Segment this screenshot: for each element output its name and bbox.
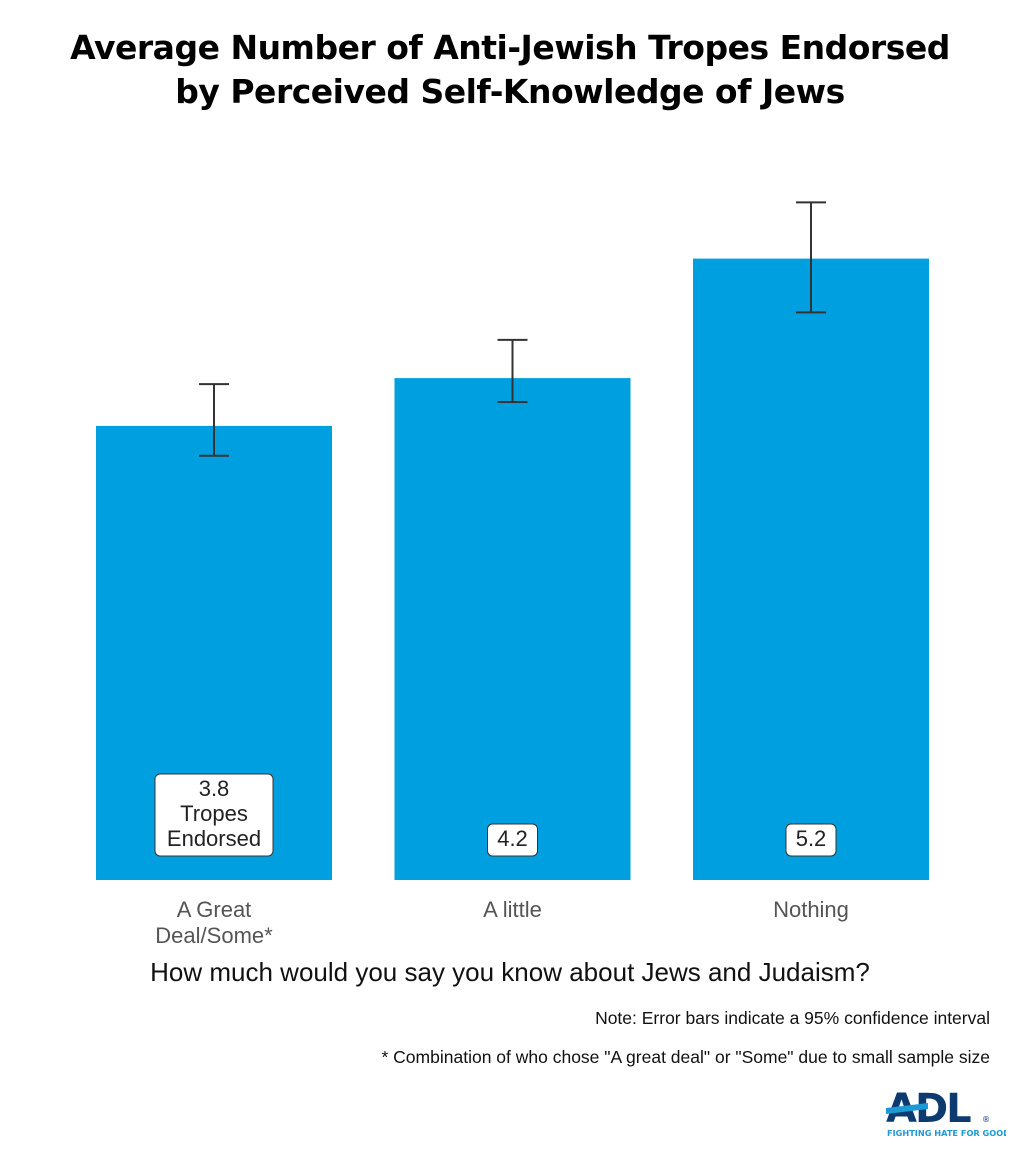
error-bar-note: Note: Error bars indicate a 95% confiden…	[595, 1008, 990, 1028]
data-label-0: Tropes	[180, 801, 248, 826]
chart-title: Average Number of Anti-Jewish Tropes End…	[0, 26, 1020, 114]
data-label-0: Endorsed	[167, 826, 261, 851]
category-label-0: Deal/Some*	[155, 923, 273, 948]
data-label-box-0	[154, 773, 274, 857]
data-label-box-1	[487, 823, 538, 857]
svg-text:FIGHTING HATE FOR GOOD: FIGHTING HATE FOR GOOD	[887, 1128, 1006, 1138]
svg-text:®: ®	[982, 1115, 990, 1124]
data-label-1: 4.2	[497, 826, 528, 851]
adl-logo: ADL ® FIGHTING HATE FOR GOOD	[886, 1086, 1006, 1138]
title-line-1: Average Number of Anti-Jewish Tropes End…	[70, 28, 950, 67]
sample-size-note: * Combination of who chose "A great deal…	[381, 1047, 991, 1067]
category-label-0: A Great	[177, 897, 252, 922]
data-label-2: 5.2	[796, 826, 827, 851]
data-label-box-2	[785, 823, 837, 857]
data-label-0: 3.8	[199, 776, 230, 801]
bar-1	[394, 378, 631, 880]
category-label-2: Nothing	[773, 897, 849, 922]
category-label-1: A little	[483, 897, 542, 922]
x-axis-label: How much would you say you know about Je…	[150, 957, 870, 987]
bar-2	[693, 258, 929, 881]
title-line-2: by Perceived Self-Knowledge of Jews	[175, 72, 845, 111]
